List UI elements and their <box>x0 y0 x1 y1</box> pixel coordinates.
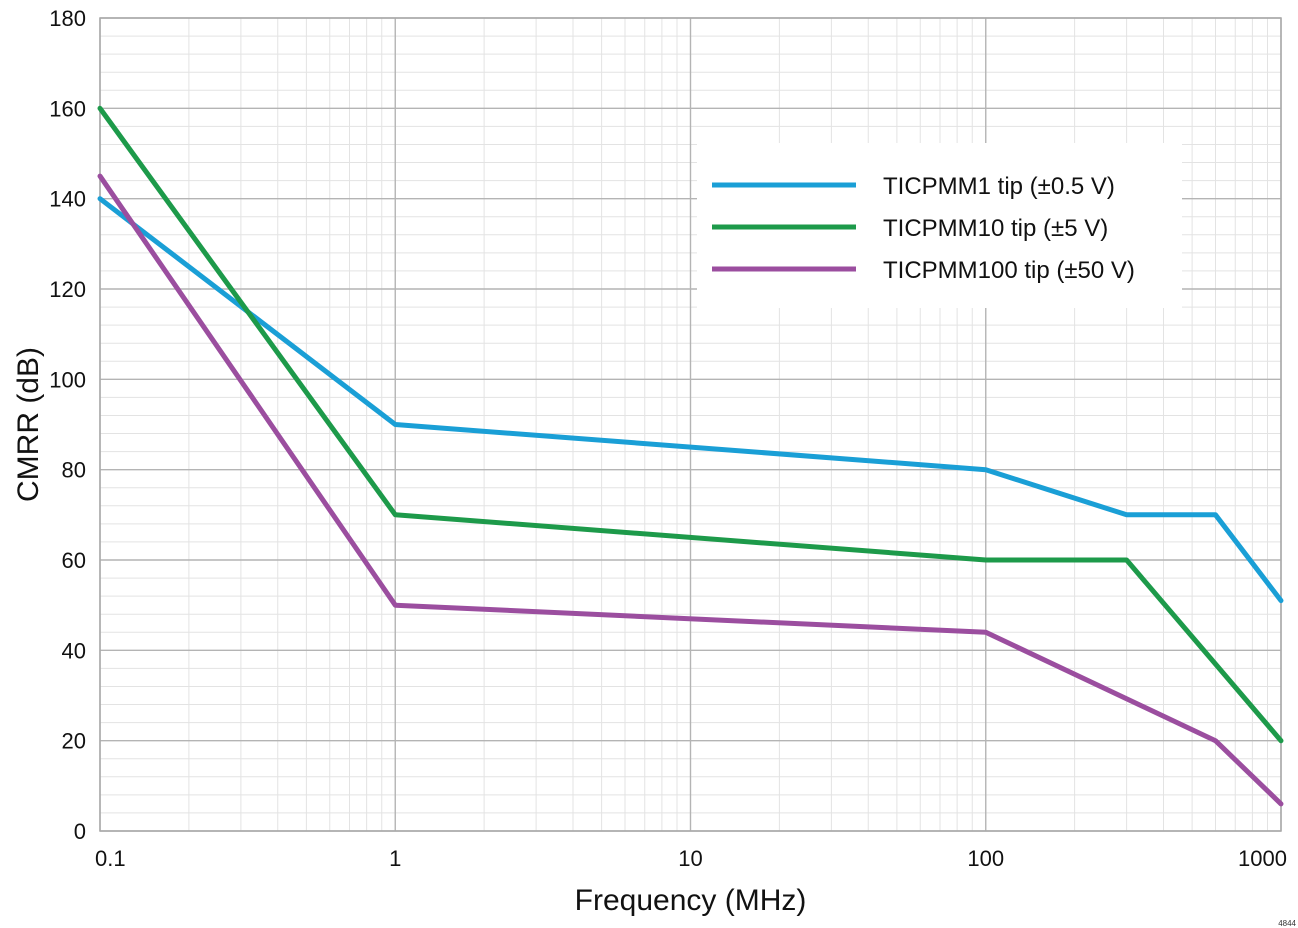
series-line-3 <box>97 173 1284 807</box>
x-axis-title: Frequency (MHz) <box>575 884 807 917</box>
x-tick-label: 100 <box>967 846 1004 871</box>
y-tick-label: 20 <box>62 729 86 754</box>
y-tick-label: 60 <box>62 548 86 573</box>
y-tick-label: 160 <box>49 96 86 121</box>
x-tick-label: 0.1 <box>95 846 126 871</box>
x-tick-label: 1 <box>389 846 401 871</box>
legend-label-3: TICPMM100 tip (±50 V) <box>883 257 1135 284</box>
y-axis-title: CMRR (dB) <box>12 347 45 502</box>
y-tick-label: 80 <box>62 458 86 483</box>
y-tick-label: 180 <box>49 6 86 31</box>
x-tick-label: 1000 <box>1238 846 1287 871</box>
y-tick-label: 40 <box>62 638 86 663</box>
series-lines <box>97 105 1284 807</box>
document-id-label: 4844 <box>1278 919 1296 928</box>
y-tick-label: 100 <box>49 367 86 392</box>
series-line-1 <box>97 196 1284 604</box>
x-tick-label: 10 <box>678 846 702 871</box>
plot-area-frame <box>99 17 1282 832</box>
series-line-2 <box>97 105 1284 744</box>
legend: TICPMM1 tip (±0.5 V) TICPMM10 tip (±5 V) T… <box>697 143 1182 308</box>
y-tick-label: 120 <box>49 277 86 302</box>
minor-gridlines <box>100 18 1281 831</box>
y-axis-tick-labels: 0 20 40 60 80 100 120 140 160 180 <box>49 6 86 844</box>
y-tick-label: 0 <box>74 819 86 844</box>
legend-label-2: TICPMM10 tip (±5 V) <box>883 215 1108 242</box>
legend-label-1: TICPMM1 tip (±0.5 V) <box>883 173 1115 200</box>
y-tick-label: 140 <box>49 187 86 212</box>
x-axis-tick-labels: 0.1 1 10 100 1000 <box>95 846 1287 871</box>
